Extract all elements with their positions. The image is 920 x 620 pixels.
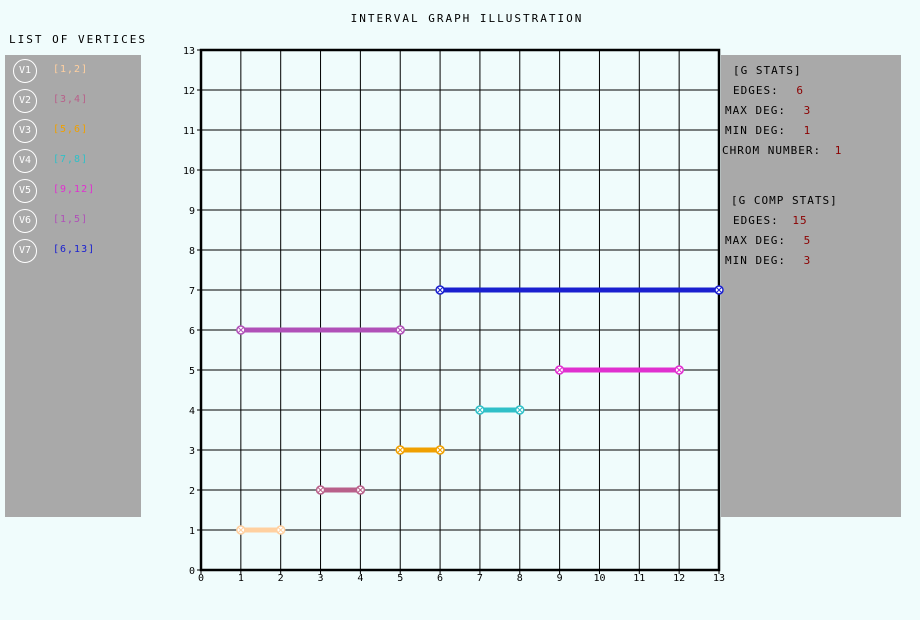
g-chrom-label: CHROM NUMBER: [722, 144, 822, 157]
y-tick-label: 2 [189, 486, 195, 497]
vertex-badge: V1 [13, 59, 37, 83]
gc-edges-label: EDGES: [733, 214, 779, 227]
y-tick-label: 8 [189, 246, 195, 257]
gc-edges-value: 15 [792, 214, 808, 227]
vertex-interval: [3,4] [53, 94, 89, 105]
x-tick-label: 11 [633, 573, 645, 584]
endpoint-cross [397, 447, 404, 453]
x-tick-label: 0 [198, 573, 204, 584]
vertex-badge: V7 [13, 239, 37, 263]
vertex-interval: [1,5] [53, 214, 89, 225]
x-tick-label: 9 [557, 573, 563, 584]
vertex-list-heading: LIST OF VERTICES [9, 33, 147, 46]
endpoint-cross [317, 487, 324, 493]
y-tick-label: 13 [183, 46, 195, 57]
endpoint-cross [716, 287, 722, 293]
gc-max-deg-label: MAX DEG: [725, 234, 786, 247]
endpoint-cross [556, 367, 563, 373]
y-tick-label: 6 [189, 326, 195, 337]
gc-min-deg-value: 3 [803, 254, 812, 267]
g-edges-label: EDGES: [733, 84, 779, 97]
endpoint-cross [237, 527, 244, 533]
endpoint-cross [237, 327, 244, 333]
gc-max-deg-row: MAX DEG: 5 [725, 234, 811, 247]
g-max-deg-label: MAX DEG: [725, 104, 786, 117]
g-max-deg-value: 3 [803, 104, 812, 117]
vertex-badge: V5 [13, 179, 37, 203]
vertex-interval: [1,2] [53, 64, 89, 75]
g-min-deg-row: MIN DEG: 1 [725, 124, 811, 137]
y-tick-label: 11 [183, 126, 195, 137]
g-comp-stats-heading: [G COMP STATS] [731, 194, 838, 207]
y-tick-label: 9 [189, 206, 195, 217]
g-max-deg-row: MAX DEG: 3 [725, 104, 811, 117]
y-tick-label: 3 [189, 446, 195, 457]
endpoint-cross [676, 367, 683, 373]
y-tick-label: 12 [183, 86, 195, 97]
endpoint-cross [437, 287, 443, 293]
gc-min-deg-label: MIN DEG: [725, 254, 786, 267]
page-title: INTERVAL GRAPH ILLUSTRATION [350, 12, 584, 25]
g-min-deg-label: MIN DEG: [725, 124, 786, 137]
x-tick-label: 5 [397, 573, 403, 584]
gc-max-deg-value: 5 [803, 234, 812, 247]
x-tick-label: 13 [713, 573, 725, 584]
endpoint-cross [516, 407, 523, 413]
g-chrom-value: 1 [834, 144, 843, 157]
vertex-badge: V4 [13, 149, 37, 173]
vertex-interval: [5,6] [53, 124, 89, 135]
plot-area [201, 50, 719, 570]
vertex-badge: V2 [13, 89, 37, 113]
x-tick-label: 1 [238, 573, 244, 584]
endpoint-cross [277, 527, 284, 533]
vertex-interval: [9,12] [53, 184, 96, 195]
vertex-interval: [6,13] [53, 244, 96, 255]
y-tick-label: 5 [189, 366, 195, 377]
vertex-badge: V6 [13, 209, 37, 233]
x-tick-label: 12 [673, 573, 685, 584]
y-tick-label: 7 [189, 286, 195, 297]
g-stats-heading: [G STATS] [733, 64, 802, 77]
endpoint-cross [437, 447, 443, 453]
x-tick-label: 6 [437, 573, 443, 584]
g-edges-row: EDGES: 6 [733, 84, 804, 97]
gc-edges-row: EDGES: 15 [733, 214, 808, 227]
g-edges-value: 6 [796, 84, 804, 97]
vertex-interval: [7,8] [53, 154, 89, 165]
y-tick-label: 1 [189, 526, 195, 537]
y-tick-label: 0 [189, 566, 195, 577]
x-tick-label: 10 [593, 573, 605, 584]
vertex-list-panel: V1 [1,2] V2 [3,4] V3 [5,6] V4 [7,8] V5 [9,12] V6 [1… [5, 55, 141, 517]
x-tick-label: 3 [318, 573, 324, 584]
vertex-badge: V3 [13, 119, 37, 143]
plot-frame [199, 48, 721, 572]
y-tick-label: 10 [183, 166, 195, 177]
x-tick-label: 7 [477, 573, 483, 584]
x-tick-label: 4 [357, 573, 363, 584]
y-tick-label: 4 [189, 406, 195, 417]
x-tick-label: 2 [278, 573, 284, 584]
endpoint-cross [357, 487, 364, 493]
stats-panel: [G STATS] EDGES: 6 MAX DEG: 3 MIN DEG: 1… [721, 55, 901, 517]
endpoint-cross [397, 327, 404, 333]
g-chrom-row: CHROM NUMBER: 1 [722, 144, 842, 157]
g-min-deg-value: 1 [803, 124, 812, 137]
endpoint-cross [477, 407, 483, 413]
x-tick-label: 8 [517, 573, 523, 584]
gc-min-deg-row: MIN DEG: 3 [725, 254, 811, 267]
